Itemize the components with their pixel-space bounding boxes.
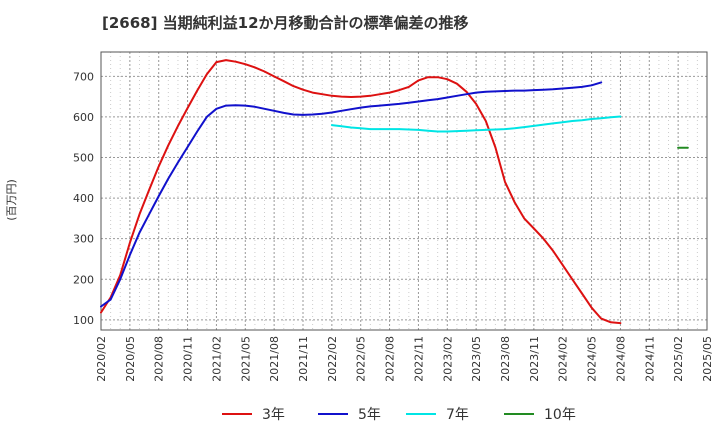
x-tick-label: 2023/11	[528, 336, 541, 382]
series-line-3	[330, 115, 622, 133]
x-tick-label: 2020/02	[95, 336, 108, 382]
legend-label-2: 5年	[358, 407, 381, 423]
legend-label-4: 10年	[544, 407, 576, 423]
x-tick-label: 2025/02	[672, 336, 685, 382]
y-tick-label: 200	[73, 273, 94, 286]
x-tick-label: 2021/02	[210, 336, 223, 382]
x-tick-label: 2022/08	[384, 336, 397, 382]
chart-title: [2668] 当期純利益12か月移動合計の標準偏差の推移	[102, 14, 469, 32]
x-tick-label: 2020/05	[124, 336, 137, 382]
x-tick-label: 2021/05	[239, 336, 252, 382]
x-tick-label: 2022/05	[355, 336, 368, 382]
x-tick-label: 2020/11	[182, 336, 195, 382]
x-tick-label: 2023/05	[470, 336, 483, 382]
y-tick-label: 500	[73, 152, 94, 165]
series-line-1	[100, 59, 622, 325]
y-tick-label: 100	[73, 314, 94, 327]
y-tick-label: 600	[73, 111, 94, 124]
y-tick-label: 400	[73, 192, 94, 205]
legend-label-1: 3年	[262, 407, 285, 423]
x-tick-label: 2023/02	[441, 336, 454, 382]
x-tick-label: 2022/02	[326, 336, 339, 382]
x-tick-labels: 2020/02 2020/05 2020/08 2020/11 2021/02 2021/…	[95, 336, 714, 382]
x-tick-label: 2024/05	[586, 336, 599, 382]
y-tick-label: 300	[73, 233, 94, 246]
y-tick-label: 700	[73, 70, 94, 83]
legend-label-3: 7年	[446, 407, 469, 423]
series-lines	[100, 59, 689, 325]
x-tick-label: 2025/05	[701, 336, 714, 382]
legend: 3年 5年 7年 10年	[222, 407, 576, 423]
x-tick-label: 2024/08	[614, 336, 627, 382]
x-tick-label: 2024/11	[643, 336, 656, 382]
x-tick-label: 2022/11	[412, 336, 425, 382]
x-tick-label: 2021/08	[268, 336, 281, 382]
y-axis-label: (百万円)	[5, 179, 18, 221]
y-tick-labels: 100 200 300 400 500 600 700	[73, 70, 94, 327]
x-tick-label: 2023/08	[499, 336, 512, 382]
series-line-2	[100, 81, 603, 308]
grid-layer	[100, 52, 708, 330]
plot-frame	[100, 51, 708, 331]
x-tick-label: 2024/02	[557, 336, 570, 382]
x-tick-label: 2021/11	[297, 336, 310, 382]
x-tick-label: 2020/08	[153, 336, 166, 382]
